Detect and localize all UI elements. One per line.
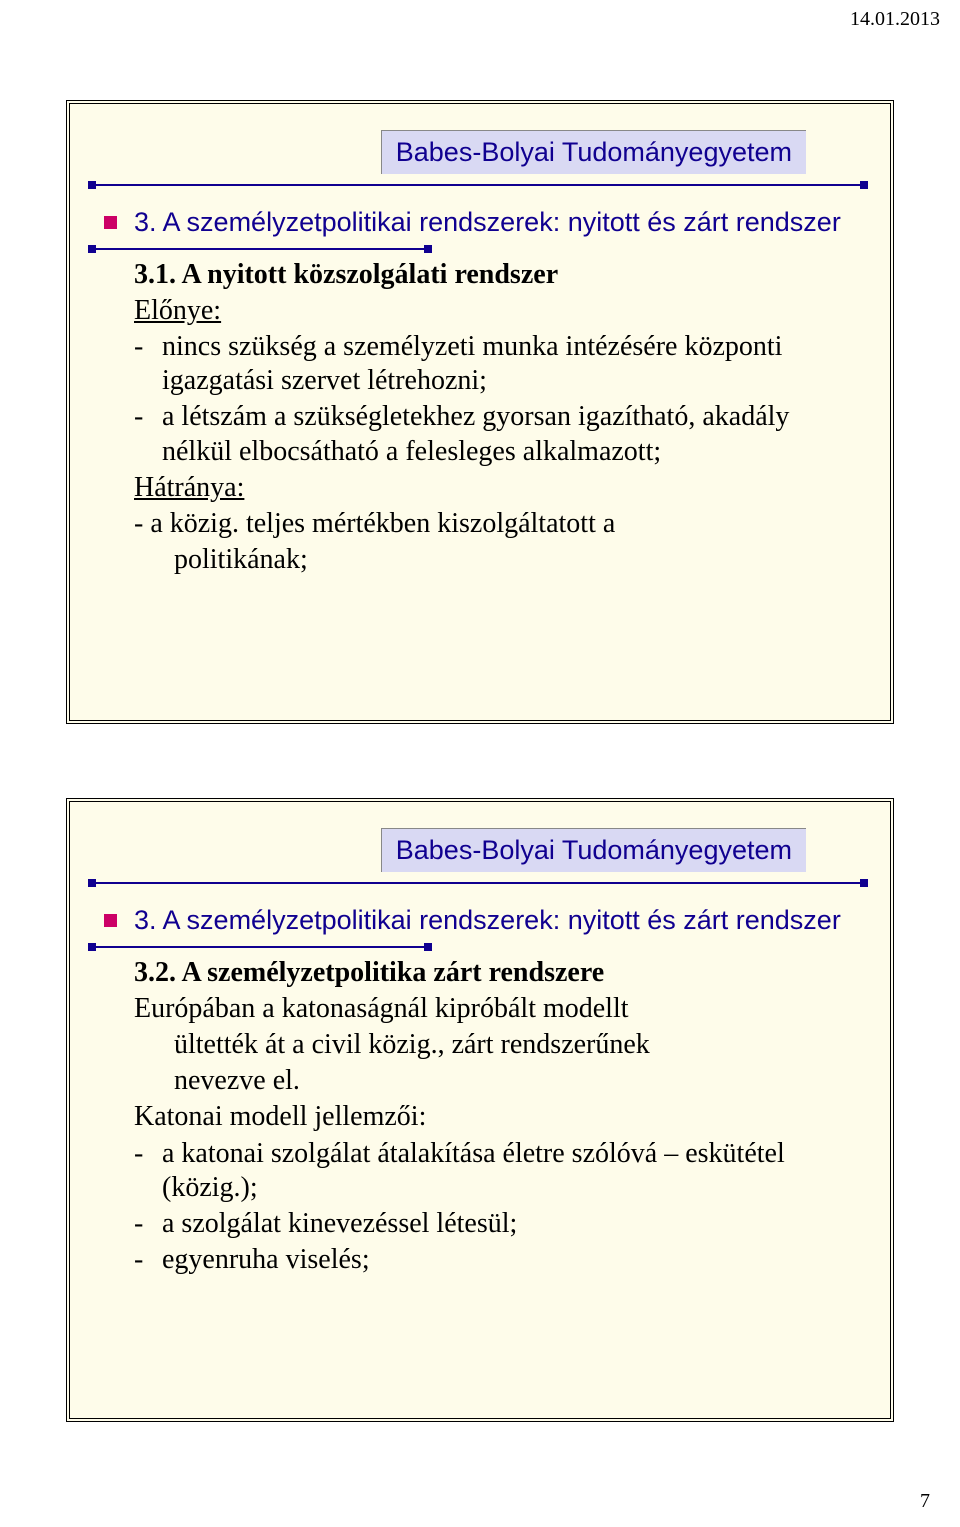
heading-text: 3. A személyzetpolitikai rendszerek: nyi… [134,207,841,237]
advantage-item: - nincs szükség a személyzeti munka inté… [134,330,850,398]
advantage-label: Előnye: [134,294,850,328]
section-heading: 3. A személyzetpolitikai rendszerek: nyi… [134,904,850,938]
dash-icon: - [134,1243,143,1277]
feature-item: - a katonai szolgálat átalakítása életre… [134,1137,850,1205]
disadvantage-text: - a közig. teljes mértékben kiszolgáltat… [134,507,850,541]
feature-text: a szolgálat kinevezéssel létesül; [162,1207,850,1241]
advantage-item: - a létszám a szükségletekhez gyorsan ig… [134,400,850,468]
intro-cont: nevezve el. [134,1064,850,1098]
feature-text: a katonai szolgálat átalakítása életre s… [162,1137,850,1205]
subheading: 3.2. A személyzetpolitika zárt rendszere [134,956,850,990]
bullet-icon [104,914,117,927]
page-number: 7 [920,1490,930,1513]
disadvantage-cont: politikának; [134,543,850,577]
title-rule [90,184,866,186]
dash-icon: - [134,330,143,364]
slide-title-box: Babes-Bolyai Tudományegyetem [381,828,806,872]
page-date: 14.01.2013 [850,8,940,31]
advantage-text: a létszám a szükségletekhez gyorsan igaz… [162,400,850,468]
disadvantage-label: Hátránya: [134,471,850,505]
slide-1: Babes-Bolyai Tudományegyetem 3. A személ… [66,100,894,724]
feature-text: egyenruha viselés; [162,1243,850,1277]
bullet-icon [104,216,117,229]
intro-text: Európában a katonaságnál kipróbált model… [134,992,850,1026]
advantage-text: nincs szükség a személyzeti munka intézé… [162,330,850,398]
features-label: Katonai modell jellemzői: [134,1100,850,1134]
dash-icon: - [134,1137,143,1171]
heading-rule [90,248,430,250]
dash-icon: - [134,400,143,434]
feature-item: - a szolgálat kinevezéssel létesül; [134,1207,850,1241]
heading-rule [90,946,430,948]
slide-1-content: 3. A személyzetpolitikai rendszerek: nyi… [134,206,850,579]
slide-2: Babes-Bolyai Tudományegyetem 3. A személ… [66,798,894,1422]
subheading: 3.1. A nyitott közszolgálati rendszer [134,258,850,292]
title-rule [90,882,866,884]
section-heading: 3. A személyzetpolitikai rendszerek: nyi… [134,206,850,240]
heading-text: 3. A személyzetpolitikai rendszerek: nyi… [134,905,841,935]
slide-title-box: Babes-Bolyai Tudományegyetem [381,130,806,174]
slide-2-content: 3. A személyzetpolitikai rendszerek: nyi… [134,904,850,1279]
intro-cont: ültették át a civil közig., zárt rendsze… [134,1028,850,1062]
feature-item: - egyenruha viselés; [134,1243,850,1277]
dash-icon: - [134,1207,143,1241]
